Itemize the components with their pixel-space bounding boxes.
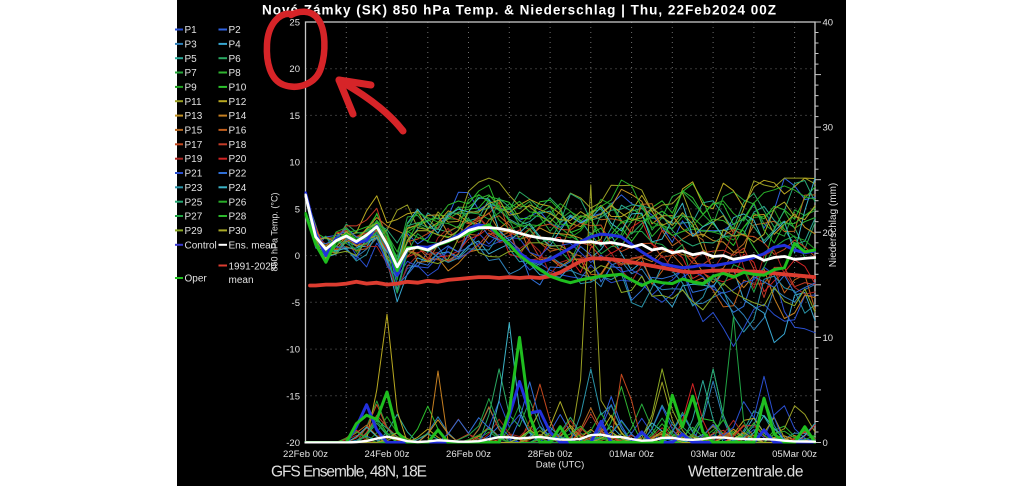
svg-text:40: 40 <box>823 18 834 29</box>
svg-text:Oper: Oper <box>185 274 208 285</box>
svg-text:P10: P10 <box>229 83 247 94</box>
svg-text:0: 0 <box>295 251 300 262</box>
svg-text:P2: P2 <box>229 25 242 36</box>
svg-text:P13: P13 <box>185 111 203 122</box>
svg-text:1991-2020: 1991-2020 <box>229 262 277 273</box>
svg-text:Wetterzentrale.de: Wetterzentrale.de <box>688 464 804 481</box>
svg-text:P23: P23 <box>185 183 203 194</box>
svg-text:20: 20 <box>823 228 834 239</box>
svg-text:P15: P15 <box>185 126 203 137</box>
svg-text:P22: P22 <box>229 169 247 180</box>
svg-text:P6: P6 <box>229 54 242 65</box>
svg-text:P5: P5 <box>185 54 198 65</box>
svg-text:P1: P1 <box>185 25 198 36</box>
svg-text:P25: P25 <box>185 197 203 208</box>
svg-text:25: 25 <box>289 18 300 29</box>
svg-text:P26: P26 <box>229 197 247 208</box>
svg-text:Date (UTC): Date (UTC) <box>536 460 585 471</box>
svg-text:P18: P18 <box>229 140 247 151</box>
svg-text:P16: P16 <box>229 126 247 137</box>
svg-text:10: 10 <box>289 158 300 169</box>
svg-text:P4: P4 <box>229 40 242 51</box>
svg-text:P11: P11 <box>185 97 202 108</box>
svg-text:P7: P7 <box>185 68 198 79</box>
svg-text:P28: P28 <box>229 212 247 223</box>
svg-text:15: 15 <box>289 111 300 122</box>
svg-text:05Mar 00z: 05Mar 00z <box>772 449 817 460</box>
svg-text:-10: -10 <box>286 345 300 356</box>
svg-text:P14: P14 <box>229 111 247 122</box>
svg-text:03Mar 00z: 03Mar 00z <box>691 449 736 460</box>
svg-text:P24: P24 <box>229 183 247 194</box>
svg-text:26Feb 00z: 26Feb 00z <box>446 449 491 460</box>
svg-text:mean: mean <box>229 275 254 286</box>
svg-text:30: 30 <box>823 123 834 134</box>
svg-text:-5: -5 <box>292 298 300 309</box>
svg-text:P8: P8 <box>229 68 242 79</box>
svg-text:Control: Control <box>185 240 217 251</box>
svg-text:-15: -15 <box>286 391 300 402</box>
svg-text:P27: P27 <box>185 212 203 223</box>
svg-text:P30: P30 <box>229 226 247 237</box>
svg-text:P9: P9 <box>185 83 198 94</box>
svg-text:Nové Zámky (SK) 850 hPa Temp: Nové Zámky (SK) 850 hPa Temp. & Niedersc… <box>262 3 776 18</box>
svg-text:P19: P19 <box>185 154 203 165</box>
svg-text:Ens. mean: Ens. mean <box>229 240 277 251</box>
svg-text:850 hPa Temp. (°C): 850 hPa Temp. (°C) <box>270 193 280 272</box>
svg-text:10: 10 <box>823 333 834 344</box>
svg-text:01Mar 00z: 01Mar 00z <box>609 449 654 460</box>
svg-text:P3: P3 <box>185 40 198 51</box>
svg-text:GFS Ensemble, 48N, 18E: GFS Ensemble, 48N, 18E <box>271 464 427 481</box>
svg-text:22Feb 00z: 22Feb 00z <box>283 449 328 460</box>
svg-text:P17: P17 <box>185 140 203 151</box>
svg-text:P12: P12 <box>229 97 247 108</box>
svg-text:P29: P29 <box>185 226 203 237</box>
svg-text:5: 5 <box>295 204 300 215</box>
svg-text:Niederschlag (mm): Niederschlag (mm) <box>828 183 839 267</box>
svg-text:28Feb 00z: 28Feb 00z <box>528 449 573 460</box>
svg-text:P21: P21 <box>185 169 203 180</box>
svg-text:24Feb 00z: 24Feb 00z <box>365 449 410 460</box>
svg-text:P20: P20 <box>229 154 247 165</box>
svg-text:20: 20 <box>289 64 300 75</box>
svg-text:0: 0 <box>823 438 828 449</box>
svg-text:-20: -20 <box>286 438 300 449</box>
